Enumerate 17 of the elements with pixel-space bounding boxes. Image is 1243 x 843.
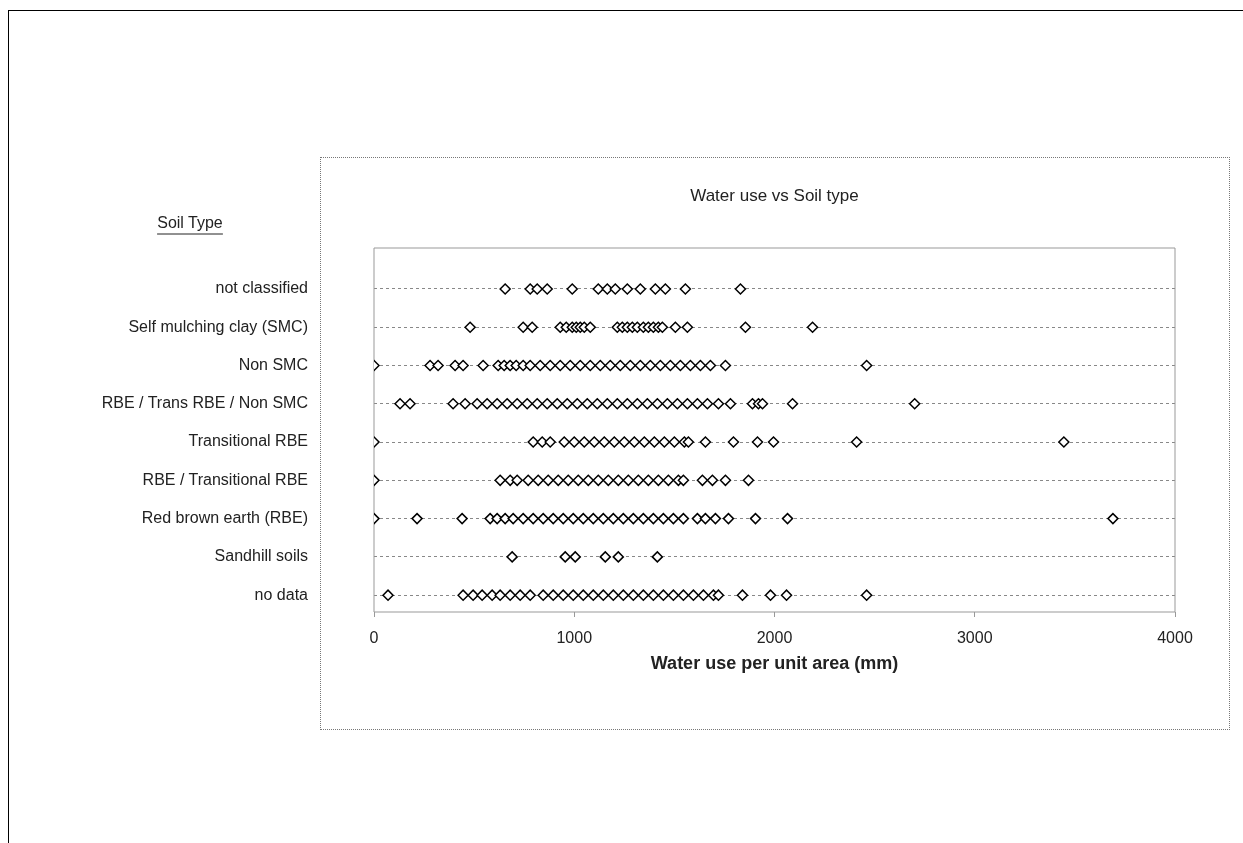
x-tick-label: 1000 bbox=[556, 629, 593, 647]
chart-title: Water use vs Soil type bbox=[690, 185, 859, 205]
y-tick-label: RBE / Trans RBE / Non SMC bbox=[101, 394, 308, 412]
x-tick-label: 2000 bbox=[756, 629, 793, 647]
y-tick-label: Sandhill soils bbox=[214, 547, 308, 565]
y-tick-label: Self mulching clay (SMC) bbox=[128, 317, 308, 335]
y-tick-label: no data bbox=[254, 585, 309, 603]
y-axis-title: Soil Type bbox=[157, 214, 223, 232]
x-tick-label: 4000 bbox=[1157, 629, 1193, 647]
x-axis-title: Water use per unit area (mm) bbox=[650, 652, 899, 673]
y-tick-label: Red brown earth (RBE) bbox=[141, 509, 308, 527]
x-tick-label: 0 bbox=[369, 629, 379, 647]
x-tick-label: 3000 bbox=[956, 629, 993, 647]
y-tick-label: RBE / Transitional RBE bbox=[142, 470, 308, 488]
y-tick-label: Transitional RBE bbox=[188, 432, 308, 450]
y-tick-label: Non SMC bbox=[238, 355, 308, 373]
y-tick-label: not classified bbox=[215, 279, 308, 297]
